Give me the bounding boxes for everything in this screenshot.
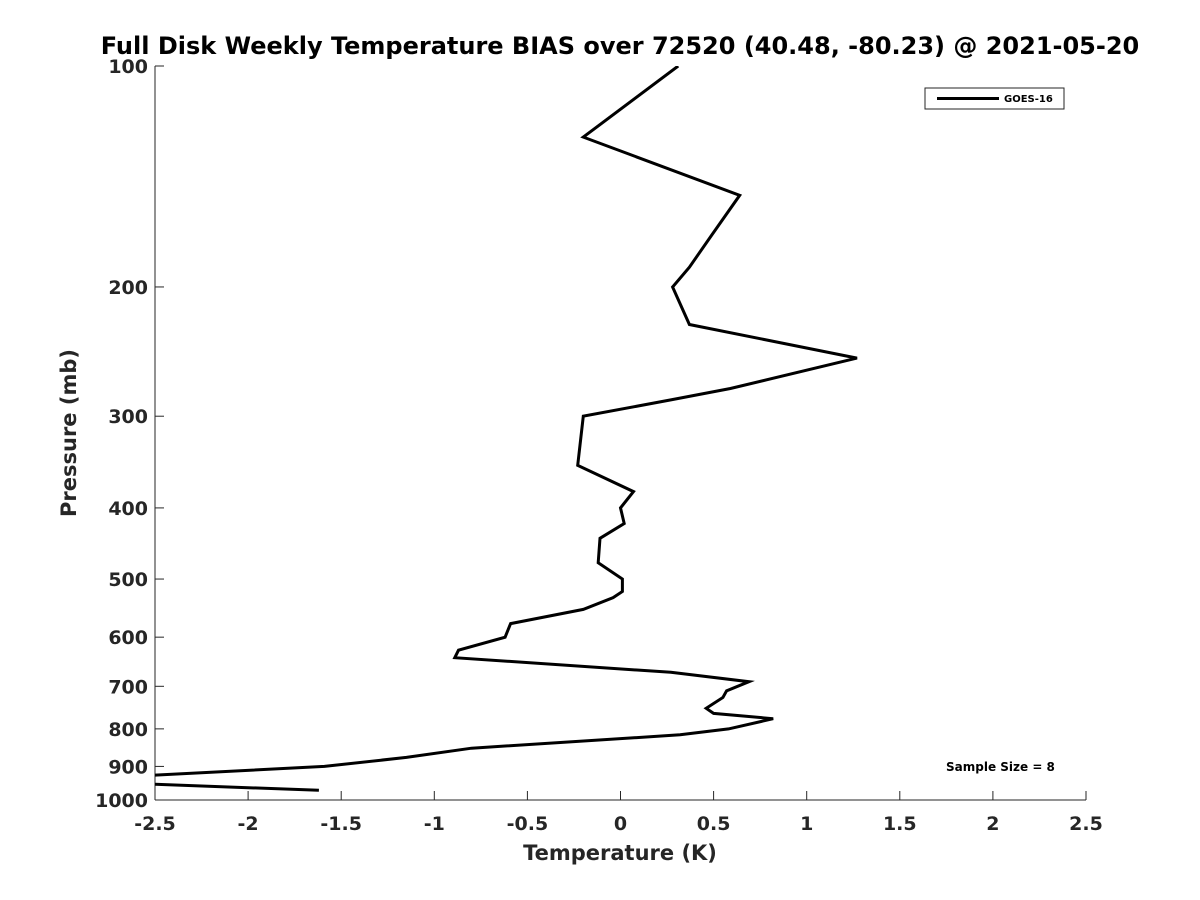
y-axis-label: Pressure (mb) bbox=[57, 349, 81, 517]
legend-label-goes-16: GOES-16 bbox=[1004, 94, 1053, 105]
x-tick-label: 1.5 bbox=[883, 813, 917, 835]
y-tick-label: 400 bbox=[108, 498, 148, 520]
x-tick-label: 1 bbox=[800, 813, 813, 835]
sample-size-annotation: Sample Size = 8 bbox=[946, 760, 1055, 774]
x-tick-label: -0.5 bbox=[507, 813, 549, 835]
y-tick-label: 200 bbox=[108, 277, 148, 299]
y-tick-label: 1000 bbox=[95, 790, 148, 812]
y-tick-label: 300 bbox=[108, 406, 148, 428]
x-axis-label: Temperature (K) bbox=[523, 841, 717, 865]
y-tick-label: 600 bbox=[108, 627, 148, 649]
chart-title: Full Disk Weekly Temperature BIAS over 7… bbox=[101, 32, 1140, 60]
series-layer bbox=[155, 66, 858, 792]
x-tick-label: 0.5 bbox=[697, 813, 731, 835]
x-tick-label: 0 bbox=[614, 813, 627, 835]
y-tick-label: 100 bbox=[108, 56, 148, 78]
x-tick-label: 2.5 bbox=[1069, 813, 1103, 835]
x-tick-label: -2.5 bbox=[134, 813, 176, 835]
y-tick-label: 800 bbox=[108, 719, 148, 741]
x-tick-label: -1.5 bbox=[320, 813, 362, 835]
x-tick-label: -1 bbox=[424, 813, 445, 835]
x-axis: -2.5 -2 -1.5 -1 -0.5 0 0.5 1 1.5 2 2.5 bbox=[134, 791, 1103, 835]
legend: GOES-16 bbox=[924, 87, 1065, 110]
y-tick-label: 500 bbox=[108, 569, 148, 591]
x-tick-label: -2 bbox=[238, 813, 259, 835]
series-line-goes-16 bbox=[155, 66, 858, 792]
y-axis: 100 200 300 400 500 600 700 800 900 1000 bbox=[95, 56, 164, 812]
x-tick-label: 2 bbox=[986, 813, 999, 835]
y-tick-label: 900 bbox=[108, 756, 148, 778]
y-tick-label: 700 bbox=[108, 676, 148, 698]
